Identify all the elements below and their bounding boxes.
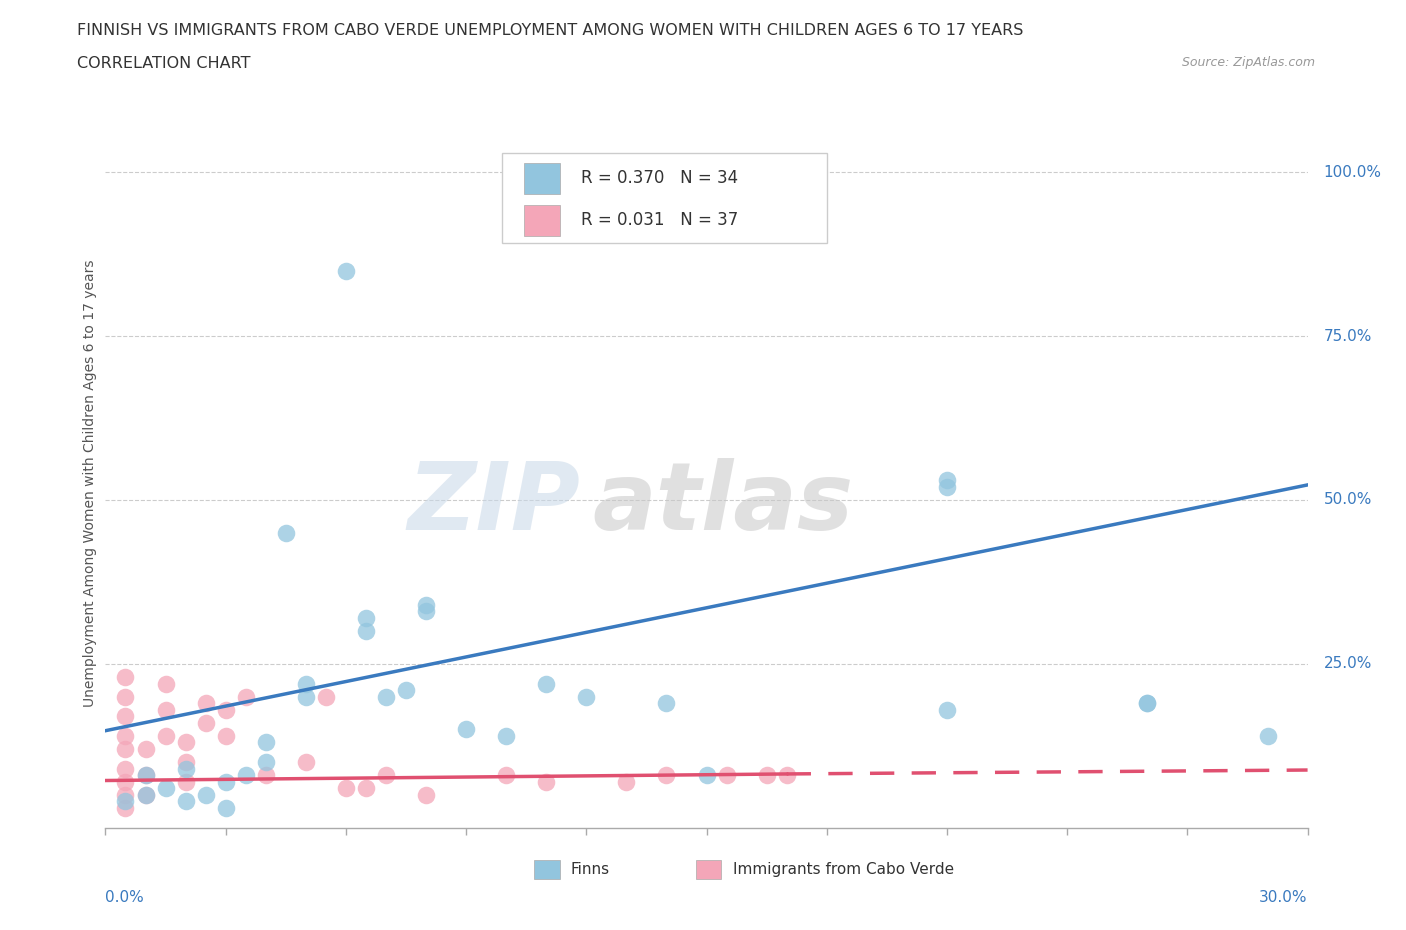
Point [274,525,297,540]
Text: 30.0%: 30.0% [1260,890,1308,905]
Point [214,702,236,717]
Point [114,689,136,704]
Point [936,702,959,717]
Point [716,768,738,783]
Point [374,689,398,704]
FancyBboxPatch shape [524,205,560,236]
Point [936,480,959,495]
Point [354,781,377,796]
Point [395,683,418,698]
Point [295,755,318,770]
FancyBboxPatch shape [502,153,827,243]
Point [354,610,377,625]
Point [114,762,136,777]
Point [295,689,318,704]
Point [295,676,318,691]
Point [194,696,217,711]
Point [655,768,678,783]
Point [254,735,277,750]
Point [415,788,437,803]
Point [1136,696,1159,711]
Point [155,702,177,717]
Point [936,472,959,487]
Point [415,604,437,618]
Point [174,794,197,809]
Text: R = 0.031   N = 37: R = 0.031 N = 37 [582,211,738,230]
Point [1257,728,1279,743]
Text: 0.0%: 0.0% [105,890,145,905]
Text: ZIP: ZIP [408,458,581,551]
Point [495,768,517,783]
Point [114,670,136,684]
Point [135,768,157,783]
Text: Finns: Finns [571,862,610,877]
Point [254,755,277,770]
Point [534,775,557,790]
Point [235,768,257,783]
Text: Immigrants from Cabo Verde: Immigrants from Cabo Verde [733,862,953,877]
Point [776,768,799,783]
Point [174,735,197,750]
Point [155,781,177,796]
Text: 75.0%: 75.0% [1323,328,1372,343]
Point [495,728,517,743]
Point [114,801,136,816]
Point [135,768,157,783]
Text: Source: ZipAtlas.com: Source: ZipAtlas.com [1181,56,1315,69]
Point [354,624,377,639]
Point [114,728,136,743]
Point [335,263,357,278]
Point [616,775,638,790]
FancyBboxPatch shape [524,163,560,193]
Point [696,768,718,783]
Text: 25.0%: 25.0% [1323,657,1372,671]
Point [194,715,217,730]
Point [114,709,136,724]
Point [135,788,157,803]
Point [235,689,257,704]
Text: R = 0.370   N = 34: R = 0.370 N = 34 [582,169,738,187]
Text: 50.0%: 50.0% [1323,493,1372,508]
Point [174,762,197,777]
Point [1136,696,1159,711]
Point [335,781,357,796]
Y-axis label: Unemployment Among Women with Children Ages 6 to 17 years: Unemployment Among Women with Children A… [83,259,97,708]
Point [174,775,197,790]
Point [534,676,557,691]
Point [214,801,236,816]
Point [655,696,678,711]
Point [114,741,136,756]
Text: CORRELATION CHART: CORRELATION CHART [77,56,250,71]
Point [454,722,477,737]
Point [135,788,157,803]
Point [135,741,157,756]
Point [194,788,217,803]
Point [374,768,398,783]
Point [214,775,236,790]
Text: atlas: atlas [592,458,853,551]
Point [214,728,236,743]
Text: FINNISH VS IMMIGRANTS FROM CABO VERDE UNEMPLOYMENT AMONG WOMEN WITH CHILDREN AGE: FINNISH VS IMMIGRANTS FROM CABO VERDE UN… [77,23,1024,38]
Point [415,597,437,612]
Point [155,728,177,743]
Point [575,689,598,704]
Point [114,775,136,790]
Point [114,794,136,809]
Text: 100.0%: 100.0% [1323,165,1382,179]
Point [755,768,778,783]
Point [174,755,197,770]
Point [254,768,277,783]
Point [114,788,136,803]
Point [315,689,337,704]
Point [155,676,177,691]
